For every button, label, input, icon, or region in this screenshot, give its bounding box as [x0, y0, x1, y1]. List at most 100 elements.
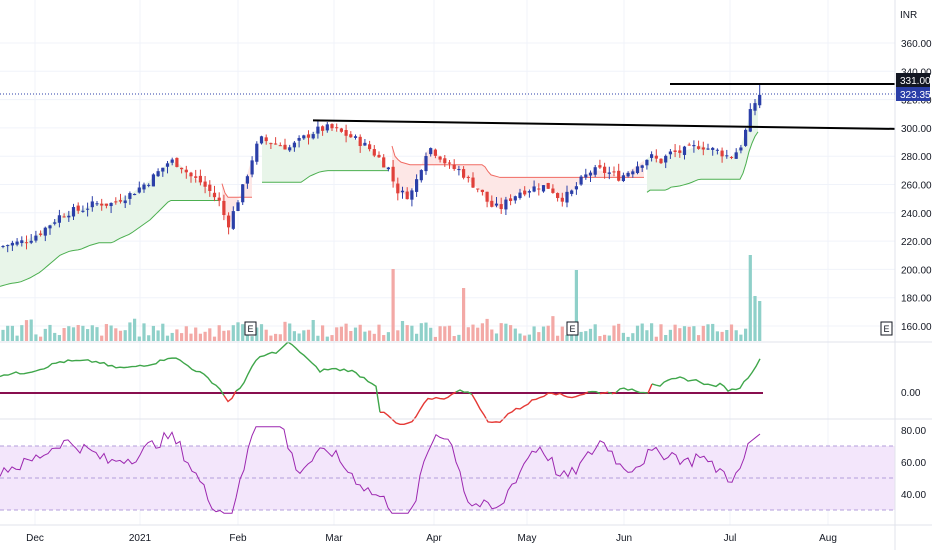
candle-body [513, 196, 517, 201]
volume-bar [212, 336, 217, 341]
candle-body [673, 150, 677, 153]
volume-bar [10, 325, 14, 341]
candle-body [128, 193, 132, 199]
volume-bar [34, 334, 38, 341]
candle-body [466, 176, 470, 178]
oscillator-line [599, 391, 609, 395]
trendlines[interactable] [312, 83, 896, 130]
candle-body [306, 134, 311, 138]
oscillator-line [647, 383, 653, 394]
volume-bar [739, 334, 743, 341]
candle-body [236, 202, 240, 211]
volume-bar [682, 326, 687, 341]
time-axis[interactable]: Dec 2021 Feb Mar Apr May Jun Jul Aug [26, 533, 837, 544]
volume-bar [321, 325, 325, 341]
time-tick-label: Mar [325, 533, 343, 544]
candle-body [86, 208, 90, 210]
svg-text:E: E [247, 324, 253, 334]
oscillator-line [379, 391, 457, 426]
volume-bar [697, 335, 701, 341]
volume-bar [635, 325, 640, 341]
candle-body [180, 167, 184, 170]
volume-bar [400, 320, 405, 341]
volume-bar [518, 333, 522, 341]
earnings-marker[interactable]: E [566, 321, 579, 336]
candle-body [593, 167, 597, 175]
candle-body [419, 170, 423, 181]
volume-bar [114, 328, 118, 341]
candle-body [292, 142, 296, 148]
volume-bar [556, 335, 560, 341]
candle-body [650, 154, 654, 158]
candle-body [325, 124, 329, 131]
candle-body [194, 176, 198, 178]
volume-bar [466, 327, 470, 341]
level-price-badge: 331.00 [896, 73, 931, 87]
price-axis[interactable]: INR 360.00 340.00 320.00 300.00 280.00 260.00… [900, 10, 932, 333]
candle-body [189, 172, 193, 177]
candle-body [311, 134, 315, 139]
candle-body [386, 167, 390, 170]
volume-bar [142, 323, 146, 341]
oscillator-line [235, 341, 381, 413]
volume-bar [462, 288, 466, 341]
volume-bar [71, 327, 76, 341]
candle-body [245, 176, 249, 184]
candle-body [570, 190, 574, 194]
candle-body [24, 242, 29, 244]
candle-body [349, 134, 353, 138]
candle-body [532, 186, 536, 192]
volume-bar [6, 325, 10, 341]
candle-body [744, 129, 748, 146]
volume-bar [175, 329, 179, 341]
oscillator-line [651, 358, 761, 392]
candle-body [368, 144, 372, 150]
candle-body [231, 211, 235, 229]
volume-bar [325, 336, 329, 341]
candle-body [147, 184, 151, 186]
volume-bar [490, 329, 494, 341]
volume-bar [692, 326, 696, 341]
price-tick-label: 260.00 [901, 181, 932, 192]
svg-text:331.00: 331.00 [900, 76, 931, 87]
resistance-trendline[interactable] [312, 119, 896, 130]
candle-body [372, 149, 376, 156]
candle-body [15, 241, 19, 245]
candle-body [151, 174, 155, 187]
candle-body [217, 197, 221, 201]
candle-body [701, 147, 705, 150]
volume-bar [410, 325, 414, 341]
volume-bar [311, 319, 315, 341]
volume-bar [429, 327, 433, 341]
candle-body [452, 164, 456, 170]
candle-body [410, 190, 414, 200]
candle-body [603, 166, 607, 173]
candle-body [67, 215, 71, 218]
volume-bar [753, 296, 757, 341]
candle-body [739, 147, 743, 151]
volume-bar [396, 330, 400, 341]
oscillator-line [455, 389, 473, 396]
candle-body [725, 155, 729, 157]
candle-body [433, 149, 437, 156]
earnings-marker[interactable]: E [244, 321, 257, 336]
volume-bar [720, 331, 724, 341]
time-tick-label: May [518, 533, 537, 544]
candle-body [438, 156, 442, 160]
currency-label: INR [900, 10, 917, 21]
volume-bar [598, 336, 602, 341]
last-price-badge: 323.35 [896, 87, 931, 101]
volume-bar [194, 327, 198, 341]
volume-bar [133, 318, 137, 341]
candle-body [161, 167, 165, 172]
candle-body [607, 172, 611, 174]
earnings-marker[interactable]: E [880, 321, 893, 336]
candle-body [391, 166, 395, 182]
candle-body [429, 148, 433, 155]
price-tick-label: 180.00 [901, 294, 932, 305]
volume-bar [147, 335, 151, 341]
candle-body [551, 188, 555, 193]
candle-body [654, 155, 658, 159]
price-tick-label: 320.00 [901, 96, 932, 107]
